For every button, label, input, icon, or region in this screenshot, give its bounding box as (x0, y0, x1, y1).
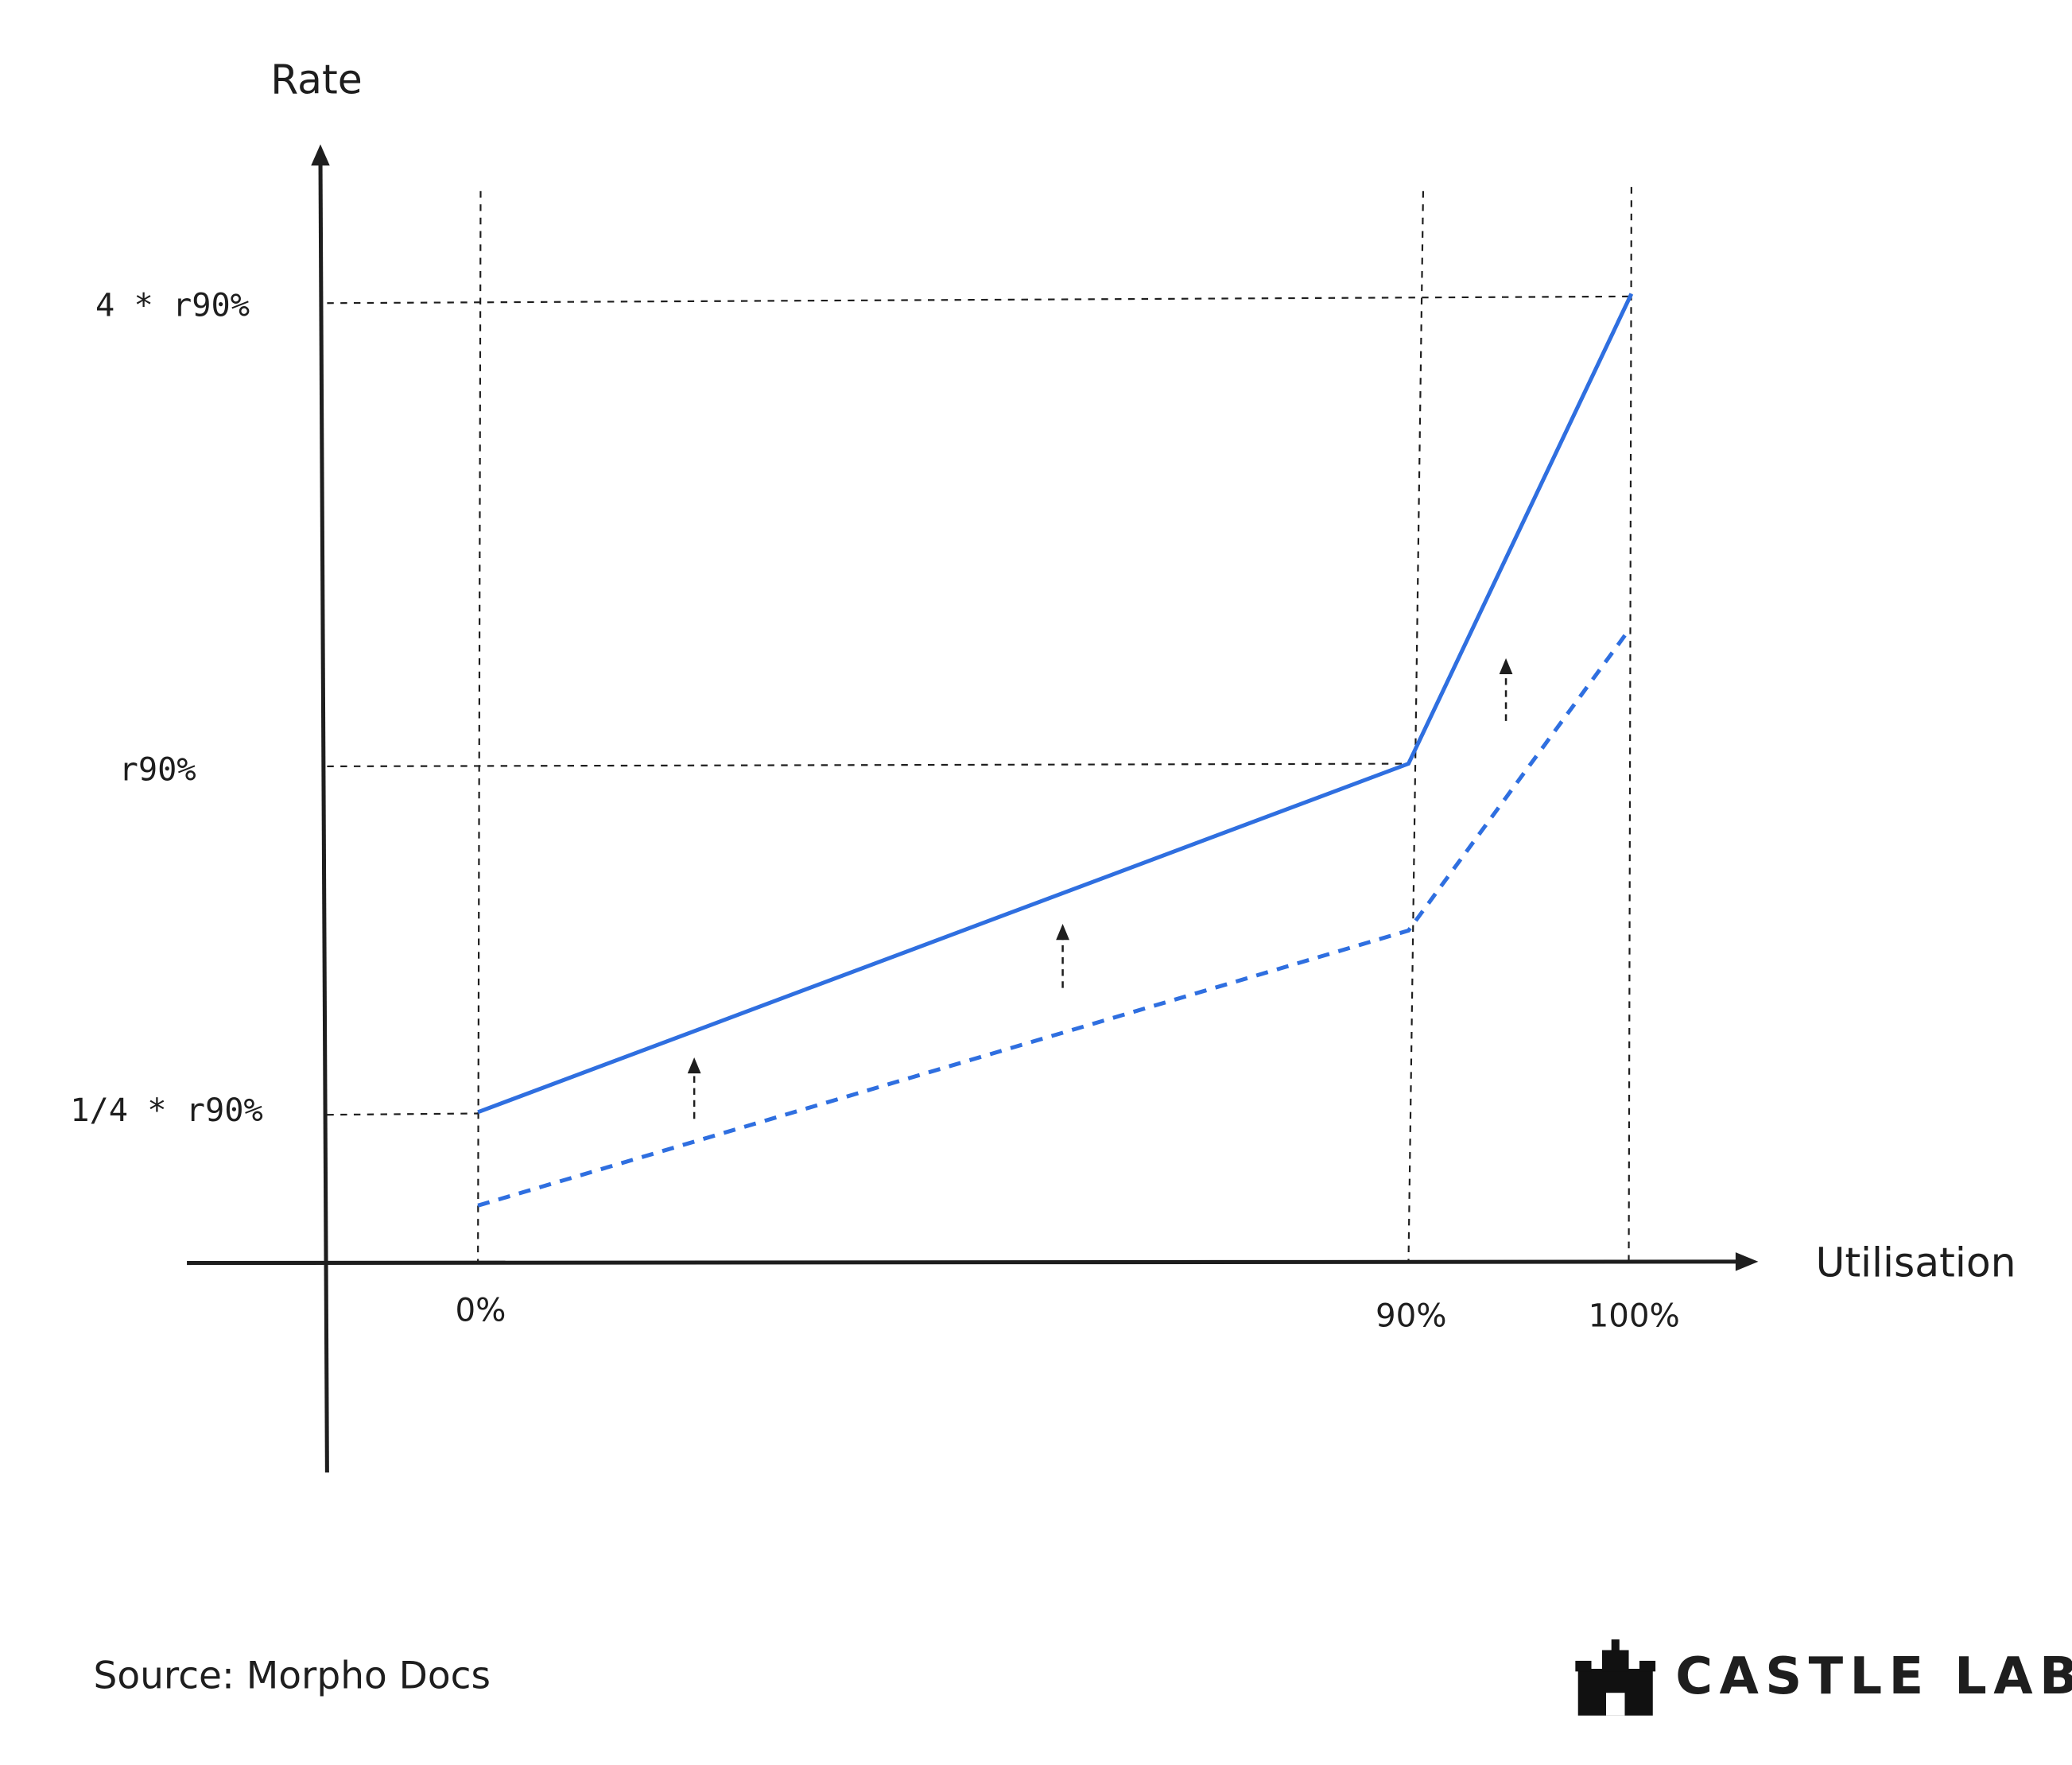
x-axis-arrow (1735, 1252, 1759, 1271)
y-axis-label: Rate (270, 56, 362, 103)
guide-line (327, 1112, 479, 1116)
x-label: 100% (1589, 1297, 1680, 1334)
y-axis-arrow (311, 144, 330, 166)
source-note: Source: Morpho Docs (94, 1654, 491, 1697)
guide-line (1407, 191, 1425, 1263)
x-label: 0% (456, 1292, 506, 1329)
castle-gate (1605, 1693, 1625, 1716)
y-label: 4 * r90% (95, 286, 250, 324)
y-label: r90% (119, 751, 196, 789)
y-axis (318, 157, 329, 1473)
x-axis (187, 1259, 1743, 1266)
castle-spire (1611, 1639, 1620, 1652)
x-axis-label: Utilisation (1815, 1239, 2016, 1286)
logo-text: CASTLE LABS (1675, 1647, 2072, 1706)
old-rate-curve (477, 629, 1631, 1208)
castle-battlement (1575, 1660, 1592, 1672)
guide-line (1628, 187, 1632, 1263)
x-label: 90% (1376, 1297, 1447, 1334)
castle-tower (1601, 1650, 1629, 1672)
castle-battlement (1639, 1660, 1656, 1672)
castle-icon (1575, 1639, 1656, 1716)
shift-arrows (693, 669, 1507, 1119)
new-rate-curve (477, 293, 1634, 1115)
guide-line (327, 295, 1632, 305)
y-label: 1/4 * r90% (70, 1092, 263, 1129)
guide-line (477, 191, 482, 1263)
